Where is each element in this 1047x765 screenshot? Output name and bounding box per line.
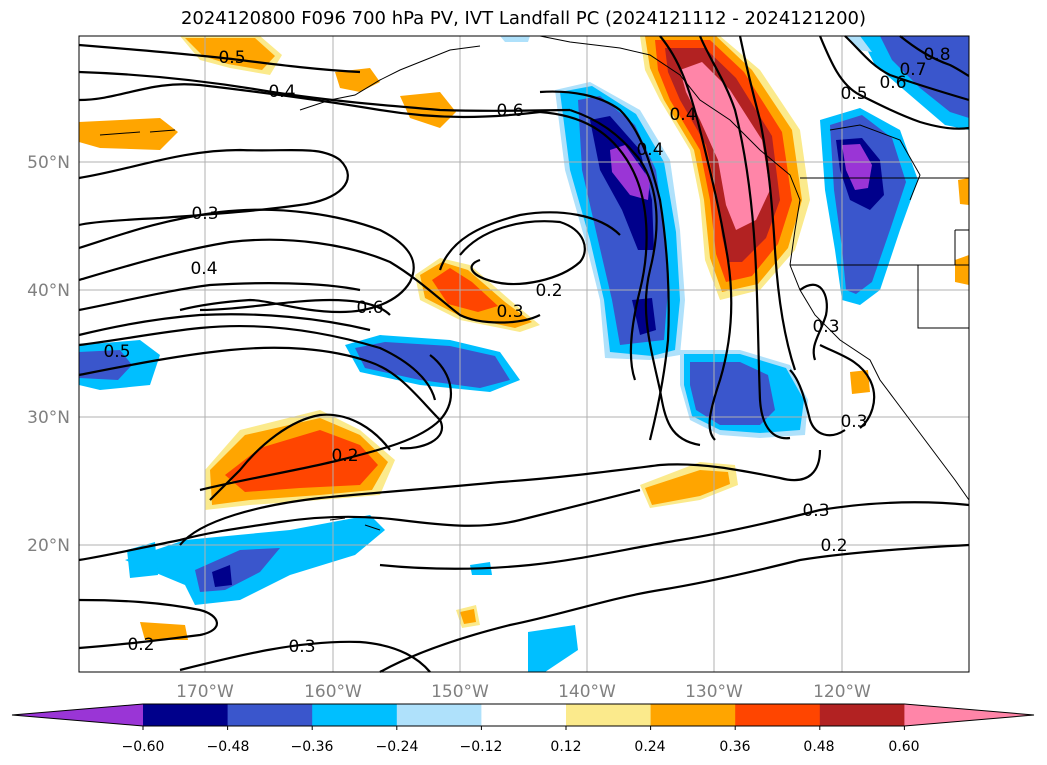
contour-label: 0.6	[356, 298, 383, 318]
colorbar-extend-min	[12, 704, 143, 726]
lon-label: 140°W	[558, 682, 616, 702]
contour-label: 0.3	[191, 204, 218, 224]
contour-label: 0.4	[636, 140, 663, 160]
contour-label: 0.5	[218, 48, 245, 68]
colorbar-tick-label: −0.24	[376, 739, 419, 755]
gridlines	[79, 36, 969, 672]
colorbar-segment	[143, 704, 229, 726]
contour-label: 0.8	[923, 45, 950, 65]
contour-label: 0.3	[812, 317, 839, 337]
lat-label: 30°N	[27, 408, 70, 428]
contour-label: 0.5	[103, 342, 130, 362]
colorbar-tick-label: 0.24	[634, 739, 665, 755]
contour-label: 0.2	[535, 281, 562, 301]
colorbar-tick-label: −0.48	[207, 739, 250, 755]
contour-label: 0.3	[802, 501, 829, 521]
colorbar-tick-label: 0.60	[888, 739, 919, 755]
contour-label: 0.4	[190, 259, 217, 279]
contour-label: 0.4	[669, 105, 696, 125]
colorbar-segment	[819, 704, 905, 726]
lon-label: 120°W	[813, 682, 871, 702]
colorbar-segment	[650, 704, 736, 726]
map-frame	[78, 35, 970, 673]
colorbar-segment	[735, 704, 821, 726]
contour-label: 0.4	[268, 82, 295, 102]
colorbar-segment	[481, 704, 567, 726]
colorbar-segment	[312, 704, 398, 726]
longitude-labels: 170°W 160°W 150°W 140°W 130°W 120°W	[176, 682, 871, 702]
colorbar-tick-label: 0.48	[803, 739, 834, 755]
colorbar-tick-label: −0.36	[291, 739, 334, 755]
contour-label: 0.6	[879, 73, 906, 93]
lon-label: 150°W	[431, 682, 489, 702]
contour-label: 0.3	[840, 412, 867, 432]
lat-label: 20°N	[27, 536, 70, 556]
lon-label: 170°W	[176, 682, 234, 702]
colorbar-segment	[566, 704, 652, 726]
contour-label: 0.2	[127, 635, 154, 655]
contour-label: 0.2	[820, 536, 847, 556]
colorbar-tick-label: 0.12	[550, 739, 581, 755]
contour-label: 0.5	[840, 84, 867, 104]
colorbar-tick-label: −0.60	[122, 739, 165, 755]
lat-label: 40°N	[27, 281, 70, 301]
latitude-labels: 50°N 40°N 30°N 20°N	[27, 153, 70, 556]
colorbar-segment	[396, 704, 482, 726]
contour-label: 0.3	[288, 637, 315, 657]
contour-label: 0.2	[331, 446, 358, 466]
contour-label-group: 0.5 0.4 0.6 0.3 0.4 0.6 0.5 0.2 0.3 0.2 …	[103, 45, 950, 657]
map-title: 2024120800 F096 700 hPa PV, IVT Landfall…	[180, 8, 867, 29]
colorbar-extend-max	[904, 704, 1034, 726]
colorbar	[11, 703, 1035, 730]
colorbar-tick-labels: −0.60 −0.48 −0.36 −0.24 −0.12 0.12 0.24 …	[122, 739, 920, 755]
colorbar-tick-label: 0.36	[719, 739, 750, 755]
coastlines	[99, 35, 970, 531]
contour-label: 0.3	[496, 302, 523, 322]
lon-label: 130°W	[685, 682, 743, 702]
contour-label: 0.6	[496, 101, 523, 121]
lon-label: 160°W	[304, 682, 362, 702]
contour-label: 0.7	[899, 60, 926, 80]
colorbar-segment	[227, 704, 313, 726]
lat-label: 50°N	[27, 153, 70, 173]
contour-lines	[78, 35, 970, 673]
colorbar-tick-label: −0.12	[460, 739, 503, 755]
